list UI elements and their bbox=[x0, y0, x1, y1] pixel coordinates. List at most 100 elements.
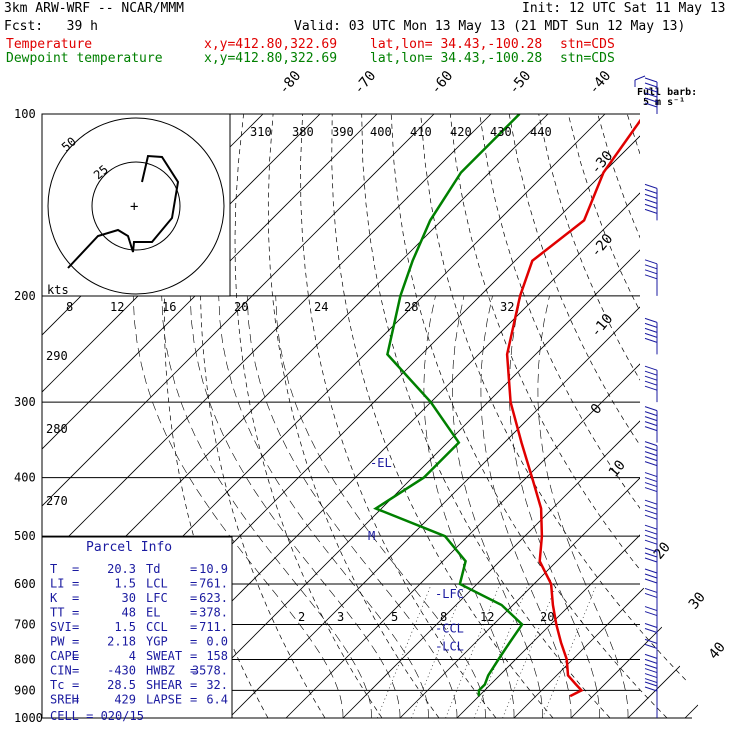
theta-e-label: 400 bbox=[370, 125, 392, 139]
wind-barb-tick bbox=[644, 92, 658, 98]
wind-barb-tick bbox=[644, 568, 658, 574]
moist-adiabat bbox=[423, 295, 515, 718]
theta-e-label: 420 bbox=[450, 125, 472, 139]
isotherm-line bbox=[42, 114, 492, 718]
wind-barb-tick bbox=[644, 370, 658, 376]
parcel-param-name: LAPSE bbox=[146, 693, 182, 707]
isotherm-label: -60 bbox=[428, 68, 457, 98]
hodograph-speed-tick: 20 bbox=[234, 300, 248, 314]
dewpoint-legend: Dewpoint temperature bbox=[6, 51, 163, 66]
hodograph-ring-inner bbox=[91, 161, 181, 251]
parcel-param-value: 10.9 bbox=[199, 562, 228, 576]
isotherm-line bbox=[342, 114, 704, 718]
mixing-ratio-label: 12 bbox=[480, 610, 494, 624]
parcel-param-value: 0.0 bbox=[206, 635, 228, 649]
level-m: M bbox=[368, 529, 375, 543]
parcel-param-value: 6.4 bbox=[206, 693, 228, 707]
dry-adiabat bbox=[164, 114, 269, 718]
wind-barb-tick bbox=[644, 638, 658, 644]
theta-label: 280 bbox=[46, 422, 68, 436]
temperature-xy: x,y=412.80,322.69 bbox=[204, 37, 338, 52]
parcel-param-value: 761. bbox=[199, 577, 228, 591]
wind-barb-tick bbox=[644, 461, 658, 467]
hodograph-speed-tick: 12 bbox=[110, 300, 124, 314]
hodograph-trace bbox=[67, 154, 180, 269]
parcel-param-value: 20.3 bbox=[107, 562, 136, 576]
hodograph-speed-tick: 32 bbox=[500, 300, 514, 314]
moist-adiabat bbox=[275, 295, 486, 718]
barb-legend-tick bbox=[634, 75, 646, 81]
parcel-param-name: Tc bbox=[50, 678, 64, 692]
parcel-param-value: 30 bbox=[122, 591, 136, 605]
barb-legend-label: Full barb: bbox=[637, 87, 697, 98]
hodograph-ring-outer bbox=[47, 117, 225, 295]
parcel-param-eq: = bbox=[190, 620, 197, 634]
temperature-station: stn=CDS bbox=[560, 37, 615, 52]
parcel-param-eq: = bbox=[72, 693, 79, 707]
theta-e-label: 430 bbox=[490, 125, 512, 139]
wind-barb-tick bbox=[644, 557, 658, 563]
hodograph-speed-tick: 28 bbox=[404, 300, 418, 314]
level-ccl: -CCL bbox=[435, 622, 464, 636]
parcel-param-eq: = bbox=[190, 678, 197, 692]
parcel-param-eq: = bbox=[190, 591, 197, 605]
parcel-param-name: SVI bbox=[50, 620, 72, 634]
parcel-param-eq: = bbox=[72, 620, 79, 634]
wind-barb-tick bbox=[644, 539, 658, 545]
wind-barb-tick bbox=[644, 681, 658, 687]
mixing-ratio-line bbox=[502, 583, 558, 718]
mixing-ratio-line bbox=[411, 583, 466, 718]
parcel-param-value: 32. bbox=[206, 678, 228, 692]
dry-adiabat bbox=[267, 114, 440, 718]
parcel-param-name: T bbox=[50, 562, 57, 576]
parcel-param-eq: = bbox=[72, 635, 79, 649]
dewpoint-latlon: lat,lon= 34.43,-100.28 bbox=[370, 51, 543, 66]
mixing-ratio-label: 20 bbox=[540, 610, 554, 624]
parcel-param-name: LI bbox=[50, 577, 64, 591]
wind-barb-tick bbox=[644, 587, 658, 593]
wind-barb-tick bbox=[644, 678, 658, 684]
theta-label: 270 bbox=[46, 494, 68, 508]
wind-barb bbox=[644, 183, 658, 221]
wind-barb-tick bbox=[644, 514, 658, 520]
mixing-ratio-label: 2 bbox=[298, 610, 305, 624]
parcel-param-name: SREH bbox=[50, 693, 79, 707]
wind-barb-tick bbox=[644, 456, 658, 462]
isotherm-line bbox=[627, 114, 704, 718]
wind-barb-tick bbox=[644, 573, 658, 579]
dry-adiabat bbox=[597, 114, 704, 718]
isotherm-label: 40 bbox=[706, 639, 729, 662]
wind-barb-tick bbox=[644, 274, 658, 280]
parcel-param-eq: = bbox=[72, 649, 79, 663]
parcel-param-eq: = bbox=[190, 606, 197, 620]
wind-barb-tick bbox=[644, 411, 658, 417]
mixing-ratio-label: 8 bbox=[440, 610, 447, 624]
wind-barb-tick bbox=[644, 375, 658, 381]
wind-barb-tick bbox=[644, 673, 658, 679]
wind-barb-tick bbox=[644, 317, 658, 323]
wind-barb-tick bbox=[644, 416, 658, 422]
dry-adiabat bbox=[656, 114, 704, 718]
wind-barb bbox=[644, 568, 658, 605]
moist-adiabat bbox=[246, 295, 458, 718]
parcel-param-name: LFC bbox=[146, 591, 168, 605]
wind-barb bbox=[644, 547, 658, 585]
parcel-param-name: LCL bbox=[146, 577, 168, 591]
dry-adiabat bbox=[508, 114, 704, 718]
wind-barb-tick bbox=[644, 322, 658, 328]
isotherm-label: -40 bbox=[586, 68, 615, 98]
wind-barb-tick bbox=[644, 547, 658, 553]
isotherm-line bbox=[456, 114, 704, 718]
parcel-param-value: 1.5 bbox=[114, 577, 136, 591]
theta-label: 290 bbox=[46, 349, 68, 363]
wind-barb-tick bbox=[644, 606, 658, 612]
temperature-legend: Temperature bbox=[6, 37, 93, 52]
level-el: -EL bbox=[370, 456, 392, 470]
moist-adiabat bbox=[509, 295, 600, 718]
wind-barb-tick bbox=[644, 534, 658, 540]
wind-barb-tick bbox=[644, 668, 658, 674]
wind-barb-tick bbox=[644, 592, 658, 598]
wind-barb-tick bbox=[644, 658, 658, 664]
wind-barb-tick bbox=[644, 380, 658, 386]
